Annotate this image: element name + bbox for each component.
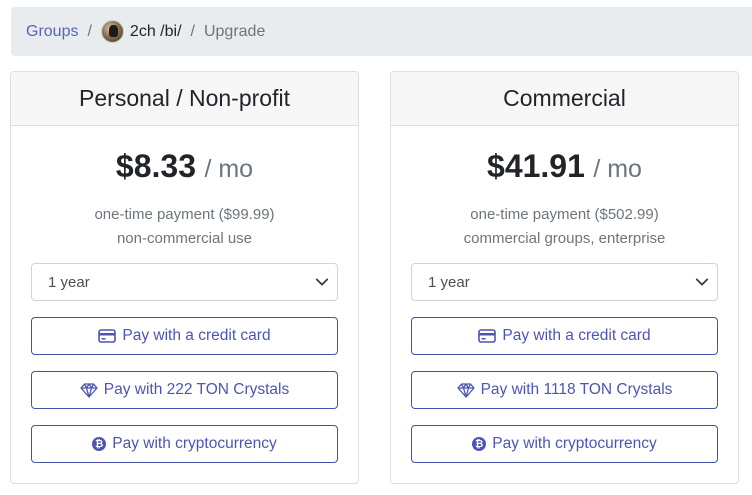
pay-crypto-label: Pay with cryptocurrency xyxy=(112,435,277,452)
pay-crypto-label: Pay with cryptocurrency xyxy=(492,435,657,452)
plan-title: Personal / Non-profit xyxy=(11,72,358,126)
pay-credit-card-button[interactable]: Pay with a credit card xyxy=(411,317,718,355)
pay-credit-card-button[interactable]: Pay with a credit card xyxy=(31,317,338,355)
bitcoin-icon: ₿ xyxy=(472,437,487,451)
pay-ton-label: Pay with 222 TON Crystals xyxy=(103,381,290,398)
plan-card-personal: Personal / Non-profit $8.33 / mo one-tim… xyxy=(10,71,359,484)
breadcrumb-separator: / xyxy=(87,22,92,40)
plan-description: one-time payment ($99.99) non-commercial… xyxy=(11,203,358,251)
pay-ton-label: Pay with 1118 TON Crystals xyxy=(480,381,673,398)
usage-note: commercial groups, enterprise xyxy=(463,230,666,247)
payment-note: one-time payment ($99.99) xyxy=(94,206,275,223)
plan-description: one-time payment ($502.99) commercial gr… xyxy=(391,203,738,251)
breadcrumb-separator: / xyxy=(190,22,195,40)
duration-value: 1 year xyxy=(428,273,470,291)
usage-note: non-commercial use xyxy=(116,230,253,247)
price-amount: $41.91 xyxy=(487,148,585,184)
duration-select[interactable]: 1 year xyxy=(411,263,718,301)
bitcoin-icon: ₿ xyxy=(92,437,107,451)
pay-credit-card-label: Pay with a credit card xyxy=(502,327,651,344)
price-amount: $8.33 xyxy=(115,148,196,184)
pay-credit-card-label: Pay with a credit card xyxy=(122,327,271,344)
breadcrumb: Groups / 2ch /bi/ / Upgrade xyxy=(11,7,752,56)
breadcrumb-current: Upgrade xyxy=(203,22,266,40)
plan-card-commercial: Commercial $41.91 / mo one-time payment … xyxy=(390,71,739,484)
plan-title: Commercial xyxy=(391,72,738,126)
breadcrumb-group-link[interactable]: 2ch /bi/ xyxy=(100,20,182,43)
diamond-icon xyxy=(456,382,475,398)
pay-ton-button[interactable]: Pay with 1118 TON Crystals xyxy=(411,371,718,409)
diamond-icon xyxy=(80,382,98,398)
credit-card-icon xyxy=(478,329,497,343)
price-period: / mo xyxy=(204,155,254,183)
group-name: 2ch /bi/ xyxy=(129,22,182,40)
plan-price: $41.91 / mo xyxy=(391,148,738,192)
pay-ton-button[interactable]: Pay with 222 TON Crystals xyxy=(31,371,338,409)
chevron-down-icon xyxy=(315,278,329,286)
duration-select[interactable]: 1 year xyxy=(31,263,338,301)
breadcrumb-groups-link[interactable]: Groups xyxy=(26,22,79,40)
price-period: / mo xyxy=(593,155,642,183)
pay-crypto-button[interactable]: ₿ Pay with cryptocurrency xyxy=(411,425,718,463)
group-avatar xyxy=(100,20,124,43)
duration-value: 1 year xyxy=(48,273,90,291)
pay-crypto-button[interactable]: ₿ Pay with cryptocurrency xyxy=(31,425,338,463)
plan-price: $8.33 / mo xyxy=(11,148,358,192)
credit-card-icon xyxy=(98,329,117,343)
payment-note: one-time payment ($502.99) xyxy=(470,206,659,223)
chevron-down-icon xyxy=(695,278,709,286)
